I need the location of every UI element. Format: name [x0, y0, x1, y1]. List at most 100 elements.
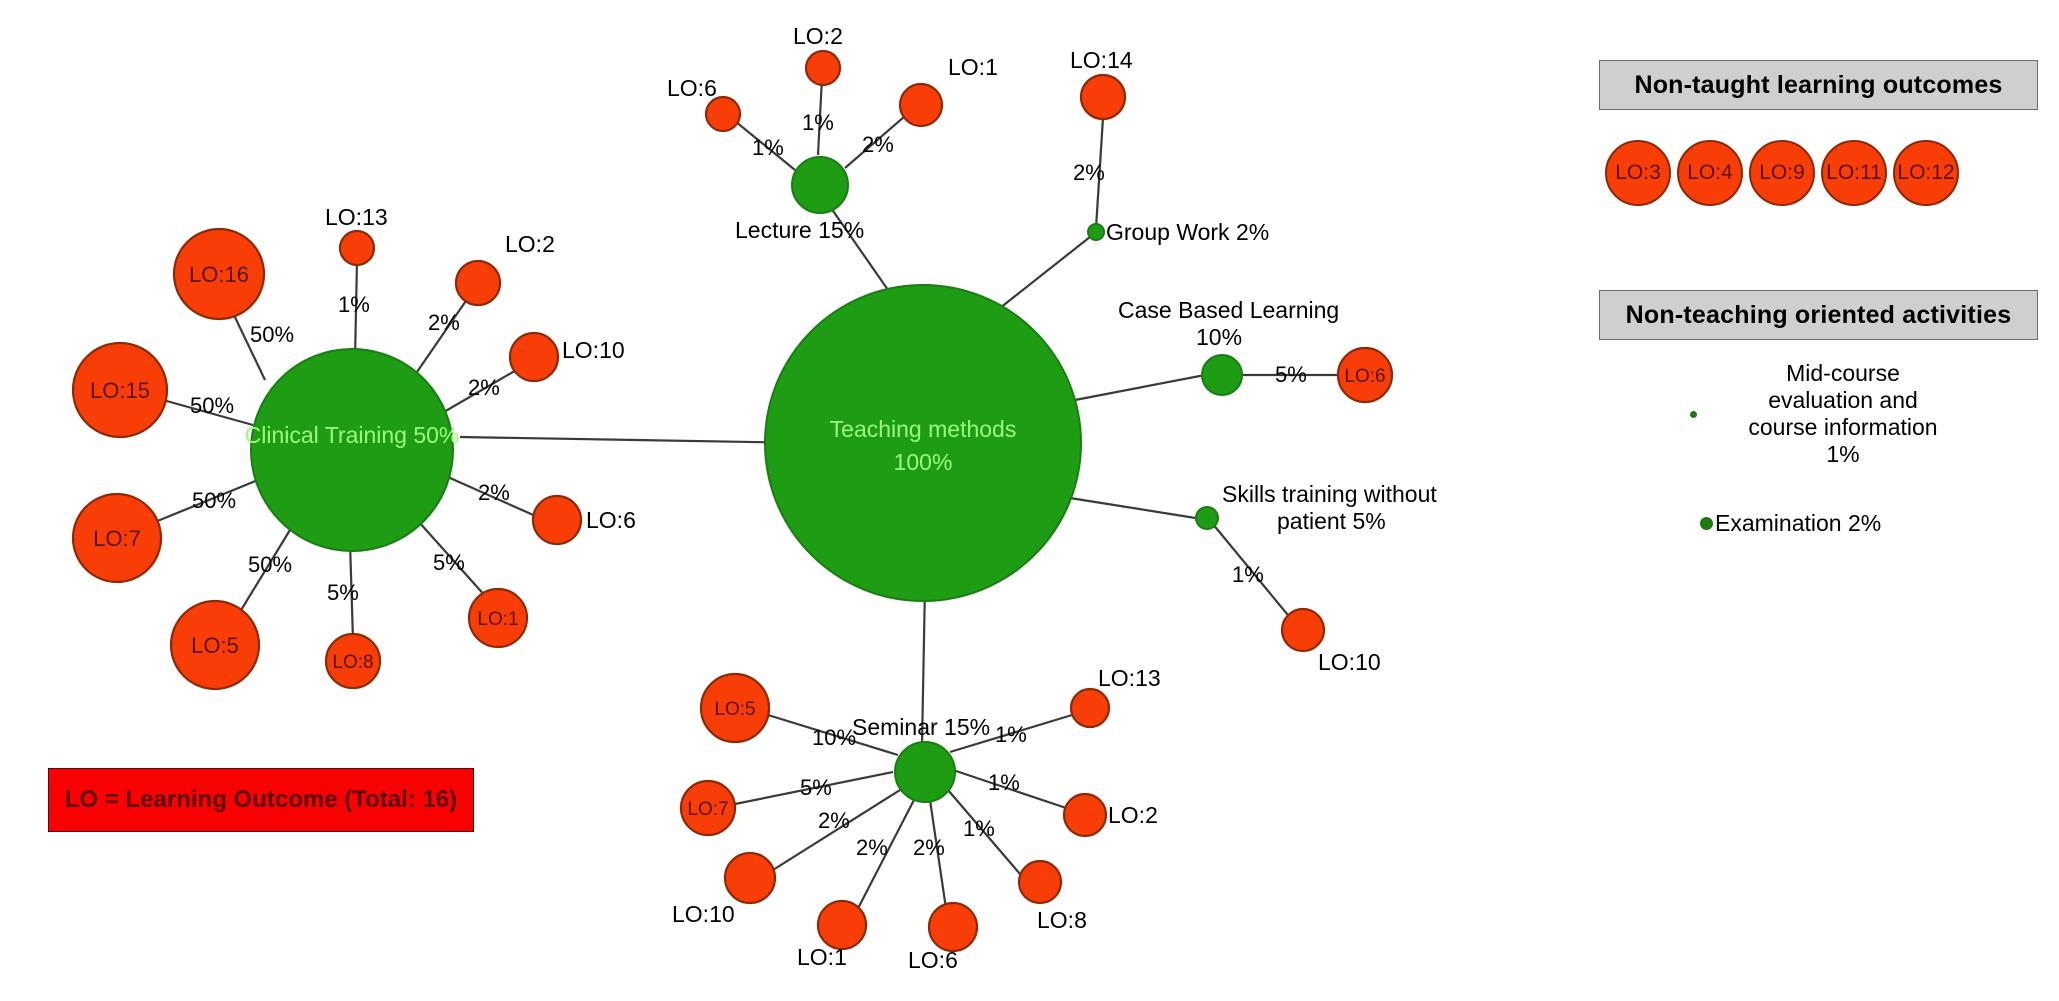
node-lo7-clinical[interactable]: LO:7	[71, 492, 163, 584]
edge-seminar-lo13	[949, 710, 1083, 754]
legend-lo11[interactable]: LO:11	[1821, 140, 1887, 206]
node-lo5-seminar[interactable]: LO:5	[699, 672, 771, 744]
legend-lo11-label: LO:11	[1826, 161, 1882, 184]
pct-clinical-lo8: 5%	[327, 580, 359, 605]
node-skills-training[interactable]	[1195, 506, 1219, 530]
legend-non-taught-header: Non-taught learning outcomes	[1599, 60, 2038, 110]
node-lo6-seminar[interactable]	[927, 901, 979, 953]
legend-lo12[interactable]: LO:12	[1893, 140, 1959, 206]
node-lo10-skills[interactable]	[1280, 607, 1326, 653]
legend-lo12-label: LO:12	[1897, 161, 1955, 184]
node-lo7-seminar-label: LO:7	[687, 799, 728, 820]
node-group-work[interactable]	[1087, 223, 1105, 241]
legend-non-teaching-header: Non-teaching oriented activities	[1599, 290, 2038, 340]
node-lo6-lecture[interactable]	[704, 95, 742, 133]
pct-seminar-lo1: 2%	[856, 835, 888, 860]
node-lo7-seminar[interactable]: LO:7	[679, 779, 737, 837]
pct-clinical-lo7: 50%	[192, 488, 236, 513]
node-lecture[interactable]	[791, 156, 849, 214]
node-lo1-label: LO:1	[477, 609, 518, 630]
node-clinical-training[interactable]: Clinical Training 50%	[245, 348, 460, 552]
node-lo2-seminar-label: LO:2	[1108, 802, 1158, 828]
node-seminar-label: Seminar 15%	[852, 714, 990, 740]
edge-seminar-lo7	[729, 770, 894, 807]
legend-lo9[interactable]: LO:9	[1749, 140, 1815, 206]
node-cbl-label-2: 10%	[1196, 324, 1242, 350]
node-lo8-seminar-label: LO:8	[1037, 907, 1087, 933]
node-lo16-label: LO:16	[189, 262, 249, 287]
node-lo16-clinical[interactable]: LO:16	[172, 227, 266, 321]
node-lo1-seminar-label: LO:1	[797, 944, 847, 970]
node-lo6-cbl[interactable]: LO:6	[1336, 346, 1394, 404]
pct-clinical-lo10: 2%	[468, 375, 500, 400]
legend-lo4-label: LO:4	[1687, 161, 1733, 184]
pct-clinical-lo16: 50%	[250, 322, 294, 347]
legend-lo9-label: LO:9	[1759, 161, 1805, 184]
node-lo2-seminar[interactable]	[1062, 792, 1108, 838]
edge-clinical-lo2	[407, 294, 471, 386]
node-lo5-label: LO:5	[191, 633, 239, 658]
pct-seminar-lo6: 2%	[913, 835, 945, 860]
pct-seminar-lo8: 1%	[963, 816, 995, 841]
node-lo5-clinical[interactable]: LO:5	[169, 599, 261, 691]
node-lo10-seminar[interactable]	[723, 851, 777, 905]
edge-lecture-lo6	[729, 116, 796, 171]
node-lo10-skills-label: LO:10	[1318, 649, 1381, 675]
node-lo2-outer-label: LO:2	[505, 231, 555, 257]
legend-non-taught-items: LO:3 LO:4 LO:9 LO:11 LO:12	[1605, 140, 1959, 206]
legend-lo3[interactable]: LO:3	[1605, 140, 1671, 206]
pct-clinical-lo5: 50%	[248, 552, 292, 577]
midcourse-line3: course information	[1748, 414, 1938, 440]
pct-clinical-lo2: 2%	[428, 310, 460, 335]
node-lo15-clinical[interactable]: LO:15	[71, 341, 169, 439]
node-lecture-label: Lecture 15%	[735, 217, 864, 243]
pct-clinical-lo13: 1%	[338, 292, 370, 317]
pct-seminar-lo2: 1%	[988, 770, 1020, 795]
node-lo1-seminar[interactable]	[816, 899, 868, 951]
node-lo10-outer-label: LO:10	[562, 337, 625, 363]
node-skills-label-1: Skills training without	[1222, 481, 1437, 507]
edge-clinical-lo15	[162, 398, 254, 427]
legend-lo4[interactable]: LO:4	[1677, 140, 1743, 206]
edge-root-lecture	[821, 194, 896, 301]
legend-activity-midcourse: Mid-course evaluation and course informa…	[1690, 360, 2010, 468]
pct-seminar-lo5: 10%	[812, 725, 856, 750]
edge-seminar-lo1	[851, 797, 916, 921]
pct-cbl-lo6: 5%	[1275, 362, 1307, 387]
edge-clinical-lo5	[234, 529, 291, 621]
pct-skills-lo10: 1%	[1232, 562, 1264, 587]
node-lo14-groupwork[interactable]	[1079, 73, 1127, 121]
edge-root-skills	[1069, 496, 1209, 522]
seminar-edges	[729, 710, 1083, 923]
node-teaching-methods-label-1: Teaching methods	[830, 416, 1017, 442]
node-lo6-outer-label: LO:6	[586, 507, 636, 533]
edge-root-cbl	[1074, 373, 1206, 402]
pct-clinical-lo1: 5%	[433, 550, 465, 575]
node-lo6-clinical[interactable]	[531, 494, 583, 546]
node-lo15-label: LO:15	[90, 378, 150, 403]
node-lo8-label: LO:8	[332, 652, 373, 673]
midcourse-line2: evaluation and	[1768, 387, 1918, 413]
node-lo13-clinical[interactable]	[338, 229, 376, 267]
pct-clinical-lo6: 2%	[478, 480, 510, 505]
node-lo2-lecture[interactable]	[804, 49, 842, 87]
edge-seminar-lo5	[767, 713, 899, 757]
node-case-based-learning[interactable]	[1201, 354, 1243, 396]
node-lo10-clinical[interactable]	[508, 331, 560, 383]
node-lo5-seminar-label: LO:5	[714, 699, 755, 720]
node-lo1-clinical[interactable]: LO:1	[467, 587, 529, 649]
node-seminar[interactable]	[894, 741, 956, 803]
node-lo8-seminar[interactable]	[1017, 859, 1063, 905]
edge-clinical-lo7	[154, 478, 259, 524]
node-lo8-clinical[interactable]: LO:8	[324, 632, 382, 690]
node-cbl-label-1: Case Based Learning	[1118, 297, 1339, 323]
node-lo13-seminar[interactable]	[1069, 687, 1111, 729]
node-lo14-label: LO:14	[1070, 47, 1133, 73]
lecture-edges	[729, 77, 913, 171]
node-teaching-methods[interactable]: Teaching methods 100%	[764, 284, 1082, 602]
node-lo2-clinical[interactable]	[454, 259, 502, 307]
node-skills-label-2: patient 5%	[1277, 508, 1386, 534]
node-lo1-lecture[interactable]	[898, 82, 944, 128]
root-edges	[459, 194, 1209, 746]
